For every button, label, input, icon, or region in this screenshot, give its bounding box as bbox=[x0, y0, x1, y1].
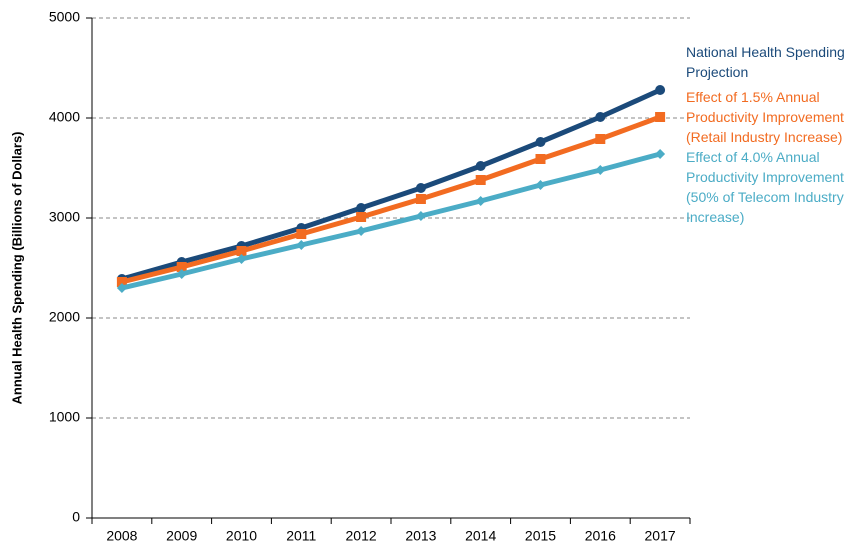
series-line bbox=[121, 151, 661, 291]
y-tick-label: 2000 bbox=[49, 309, 80, 325]
marker bbox=[475, 196, 486, 206]
marker bbox=[535, 154, 546, 164]
marker bbox=[116, 277, 127, 287]
marker bbox=[356, 226, 367, 236]
legend-entry: Effect of 4.0% Annual Productivity Impro… bbox=[686, 149, 844, 225]
marker bbox=[475, 161, 486, 171]
y-tick-label: 3000 bbox=[49, 209, 80, 225]
marker bbox=[415, 183, 426, 193]
series-line bbox=[121, 87, 662, 282]
x-tick-label: 2016 bbox=[585, 528, 616, 544]
marker bbox=[415, 194, 426, 204]
x-tick-label: 2017 bbox=[645, 528, 676, 544]
legend-entry: National Health Spending Projection bbox=[686, 44, 845, 80]
marker bbox=[415, 211, 426, 221]
y-tick-label: 5000 bbox=[49, 9, 80, 25]
marker bbox=[296, 240, 307, 250]
marker bbox=[655, 112, 666, 122]
x-tick-label: 2014 bbox=[465, 528, 496, 544]
marker bbox=[356, 212, 367, 222]
marker bbox=[595, 134, 606, 144]
marker bbox=[475, 175, 486, 185]
series-line bbox=[121, 114, 661, 285]
marker bbox=[535, 180, 546, 190]
y-tick-label: 1000 bbox=[49, 409, 80, 425]
marker bbox=[236, 254, 247, 264]
x-tick-label: 2008 bbox=[106, 528, 137, 544]
y-tick-label: 0 bbox=[72, 509, 80, 525]
marker bbox=[595, 112, 606, 122]
x-tick-label: 2013 bbox=[405, 528, 436, 544]
legend-entry: Effect of 1.5% Annual Productivity Impro… bbox=[686, 89, 844, 145]
marker bbox=[176, 262, 187, 272]
marker bbox=[116, 283, 127, 293]
marker bbox=[535, 137, 546, 147]
x-tick-label: 2011 bbox=[286, 528, 316, 544]
x-tick-label: 2012 bbox=[346, 528, 377, 544]
marker bbox=[176, 269, 187, 279]
marker bbox=[296, 229, 307, 239]
marker bbox=[655, 149, 666, 159]
marker bbox=[595, 165, 606, 175]
marker bbox=[655, 85, 666, 95]
x-tick-label: 2009 bbox=[166, 528, 197, 544]
x-tick-label: 2010 bbox=[226, 528, 257, 544]
marker bbox=[356, 203, 367, 213]
marker bbox=[236, 246, 247, 256]
y-tick-label: 4000 bbox=[49, 109, 80, 125]
y-axis-label: Annual Health Spending (Billions of Doll… bbox=[9, 131, 24, 404]
x-tick-label: 2015 bbox=[525, 528, 556, 544]
